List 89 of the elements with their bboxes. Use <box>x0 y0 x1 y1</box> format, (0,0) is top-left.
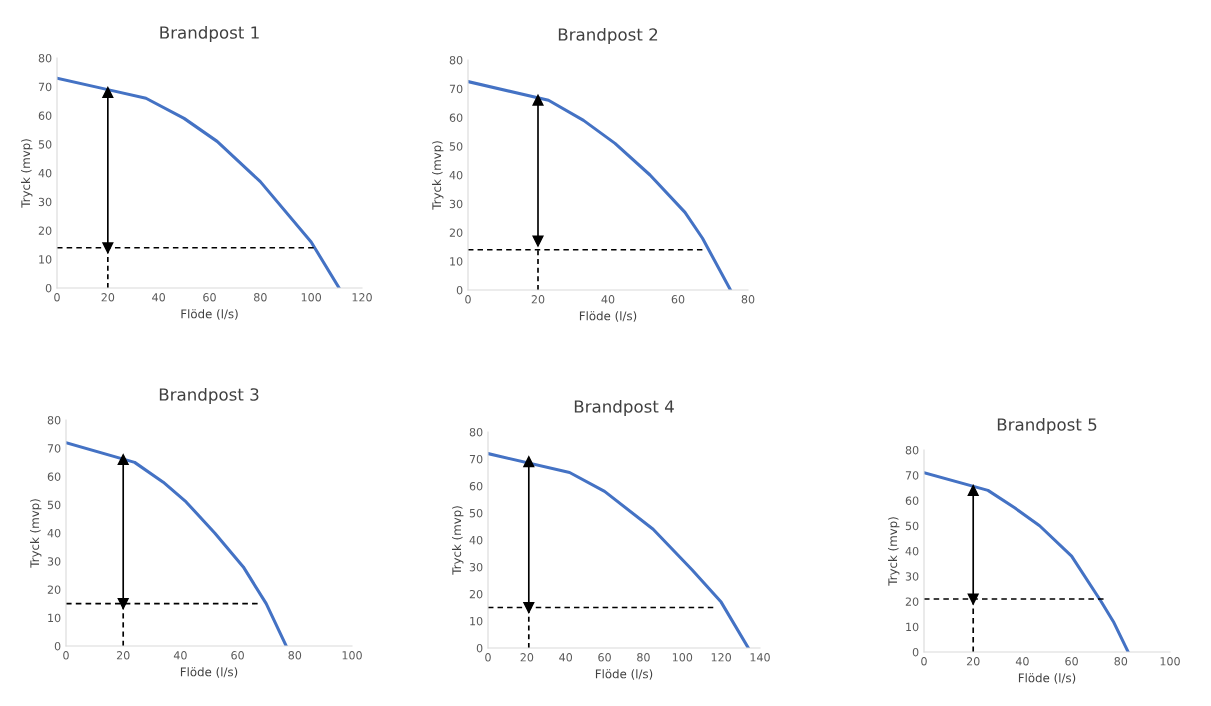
y-tick-label: 30 <box>47 557 61 566</box>
y-tick-label: 10 <box>39 255 52 264</box>
y-tick-label: 10 <box>470 616 483 626</box>
y-tick-label: 40 <box>38 168 52 178</box>
y-tick-label: 40 <box>449 170 463 180</box>
x-tick-label: 40 <box>559 653 573 662</box>
x-tick-label: 40 <box>601 295 615 304</box>
chart-title: Brandpost 1 <box>160 25 259 43</box>
x-tick-label: 20 <box>116 651 130 660</box>
chart-title: Brandpost 4 <box>574 399 674 417</box>
x-tick-label: 60 <box>231 651 244 660</box>
y-tick-label: 50 <box>905 521 919 531</box>
y-axis-title: Tryck (mvp) <box>30 499 42 568</box>
x-tick-label: 100 <box>1160 657 1180 666</box>
y-tick-label: 80 <box>38 53 52 63</box>
y-axis-title: Tryck (mvp) <box>21 139 33 208</box>
y-tick-label: 0 <box>54 641 61 651</box>
chart-title: Brandpost 2 <box>558 27 658 45</box>
x-tick-label: 80 <box>637 653 650 662</box>
y-tick-label: 70 <box>469 454 483 464</box>
x-tick-label: 80 <box>741 295 755 304</box>
x-tick-label: 140 <box>750 653 770 662</box>
y-tick-label: 50 <box>469 508 483 518</box>
y-tick-label: 20 <box>47 585 61 594</box>
y-tick-label: 10 <box>450 257 463 266</box>
y-tick-label: 50 <box>47 500 61 510</box>
y-tick-label: 0 <box>45 283 52 293</box>
x-tick-label: 100 <box>301 293 322 302</box>
y-tick-label: 40 <box>905 546 919 556</box>
y-tick-label: 20 <box>38 226 52 235</box>
y-tick-label: 20 <box>449 228 463 237</box>
x-tick-label: 100 <box>672 653 693 662</box>
y-tick-label: 70 <box>47 444 61 453</box>
y-tick-label: 50 <box>38 140 52 149</box>
y-tick-label: 30 <box>38 197 52 207</box>
x-axis-title: Flöde (l/s) <box>595 669 653 680</box>
y-axis-title: Tryck (mvp) <box>432 141 444 210</box>
x-tick-label: 20 <box>531 295 545 304</box>
y-tick-label: 80 <box>47 415 61 425</box>
x-axis-title: Flöde (l/s) <box>1018 673 1076 684</box>
y-axis-title: Tryck (mvp) <box>452 506 464 575</box>
y-tick-label: 70 <box>905 471 919 480</box>
x-tick-label: 40 <box>173 651 187 660</box>
chart-title: Brandpost 5 <box>997 417 1097 435</box>
x-tick-label: 60 <box>203 293 216 302</box>
x-tick-label: 80 <box>254 293 267 302</box>
y-axis-title: Tryck (mvp) <box>888 517 900 586</box>
x-tick-label: 120 <box>352 293 372 302</box>
y-tick-label: 40 <box>47 528 61 538</box>
x-tick-label: 100 <box>342 651 362 660</box>
y-tick-label: 80 <box>905 445 919 455</box>
y-tick-label: 10 <box>48 613 61 623</box>
x-axis-title: Flöde (l/s) <box>180 667 238 678</box>
y-tick-label: 30 <box>449 199 463 209</box>
y-tick-label: 50 <box>449 142 463 151</box>
y-tick-label: 60 <box>469 481 483 491</box>
y-tick-label: 30 <box>905 572 919 581</box>
y-tick-label: 60 <box>449 113 463 122</box>
y-tick-label: 80 <box>449 55 463 65</box>
y-tick-label: 0 <box>476 643 483 653</box>
y-tick-label: 60 <box>905 496 919 505</box>
y-tick-label: 20 <box>905 597 919 606</box>
y-tick-label: 0 <box>456 285 463 295</box>
x-tick-label: 40 <box>152 293 165 302</box>
x-tick-label: 0 <box>63 651 69 660</box>
x-tick-label: 40 <box>1015 657 1029 666</box>
x-tick-label: 60 <box>671 295 685 304</box>
x-tick-label: 20 <box>101 293 115 302</box>
x-tick-label: 120 <box>711 653 732 662</box>
y-tick-label: 80 <box>469 427 483 437</box>
y-tick-label: 60 <box>47 472 61 481</box>
x-axis-title: Flöde (l/s) <box>579 311 637 322</box>
x-tick-label: 20 <box>966 657 980 666</box>
y-tick-label: 40 <box>469 535 483 545</box>
y-tick-label: 30 <box>469 562 483 572</box>
x-tick-label: 0 <box>921 657 927 666</box>
y-tick-label: 70 <box>449 84 463 94</box>
x-axis-title: Flöde (l/s) <box>181 309 238 320</box>
x-tick-label: 60 <box>1065 657 1078 666</box>
y-tick-label: 60 <box>38 111 52 120</box>
x-tick-label: 0 <box>485 653 491 662</box>
y-tick-label: 70 <box>38 82 52 92</box>
y-tick-label: 10 <box>906 622 919 632</box>
chart-title: Brandpost 3 <box>159 387 259 405</box>
x-tick-label: 60 <box>598 653 611 662</box>
y-tick-label: 20 <box>469 589 483 599</box>
x-tick-label: 80 <box>288 651 302 660</box>
x-tick-label: 80 <box>1114 657 1128 666</box>
x-tick-label: 20 <box>520 653 534 662</box>
